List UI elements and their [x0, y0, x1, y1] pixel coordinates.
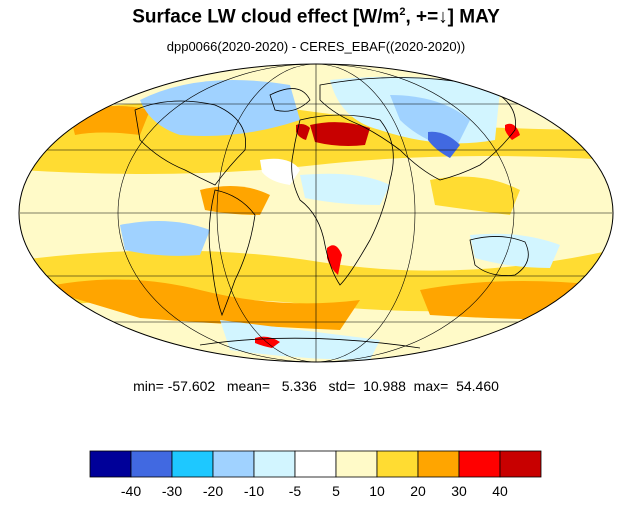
title-prefix: Surface LW cloud effect [W/m: [132, 6, 400, 28]
colorbar-label: -40: [121, 483, 141, 499]
field-patch: [255, 336, 280, 348]
coastline: [469, 236, 529, 276]
colorbar-box: [212, 450, 255, 478]
field-patch: [505, 123, 520, 140]
field-patch: [430, 176, 520, 215]
field-patch: [327, 245, 342, 275]
field-patch: [220, 320, 380, 360]
coastline: [134, 100, 247, 186]
colorbar-box: [171, 450, 214, 478]
colorbar-labels: -40 -30 -20 -10 -5 5 10 20 30 40: [121, 483, 508, 499]
map-title: Surface LW cloud effect [W/m2, +=↓] MAY: [0, 6, 632, 28]
field-patch: [310, 122, 370, 146]
colorbar-label: -20: [203, 483, 223, 499]
colorbar-label: 20: [410, 483, 426, 499]
colorbar-label: 10: [369, 483, 385, 499]
graticule: [20, 64, 612, 362]
field-patch: [40, 279, 360, 330]
colorbar-label: 5: [332, 483, 340, 499]
field-patch: [390, 95, 470, 150]
field-patch: [300, 173, 390, 205]
field-patch: [120, 221, 210, 256]
colorbar-label: -10: [244, 483, 264, 499]
colorbar-box: [130, 450, 173, 478]
field-patch: [470, 233, 560, 268]
longitude-line: [216, 64, 416, 362]
colorbar-box: [499, 450, 542, 478]
colorbar-box: [253, 450, 296, 478]
colorbar-boxes: [89, 450, 542, 478]
colorbar-label: 40: [492, 483, 508, 499]
coastline: [269, 88, 311, 112]
colorbar-label: 30: [451, 483, 467, 499]
coastline: [199, 337, 421, 349]
colorbar-box: [294, 450, 337, 478]
title-suffix: , +=↓] MAY: [405, 6, 500, 28]
colorbar-box: [458, 450, 501, 478]
longitude-line: [117, 64, 515, 362]
map-subtitle: dpp0066(2020-2020) - CERES_EBAF((2020-20…: [166, 39, 466, 54]
field-patch: [296, 124, 310, 140]
colorbar-label: -30: [162, 483, 182, 499]
colorbar-label: -5: [289, 483, 302, 499]
field-patch: [428, 131, 460, 158]
field-patch: [200, 186, 270, 215]
title-superscript: 2: [399, 6, 406, 18]
statistics-line: min= -57.602 mean= 5.336 std= 10.988 max…: [133, 378, 499, 394]
coastline: [208, 189, 256, 317]
coastline: [291, 114, 394, 286]
colorbar-box: [376, 450, 419, 478]
field-patch: [140, 80, 300, 136]
globe-outline: [18, 63, 614, 363]
colorbar-box: [417, 450, 460, 478]
colorbar-box: [335, 450, 378, 478]
colorbar-box: [89, 450, 132, 478]
field-patch: [260, 158, 300, 185]
